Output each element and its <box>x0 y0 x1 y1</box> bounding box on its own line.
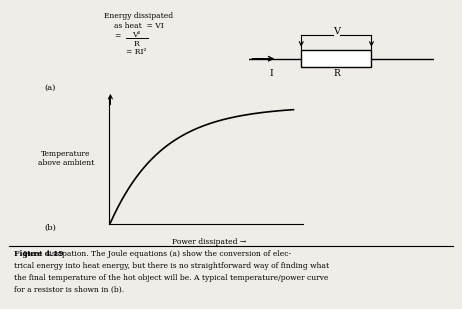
Text: =: = <box>115 32 121 40</box>
Text: Heat dissipation. The Joule equations (a) show the conversion of elec-: Heat dissipation. The Joule equations (a… <box>14 250 291 258</box>
Text: (a): (a) <box>44 83 55 91</box>
Text: as heat  = VI: as heat = VI <box>114 22 164 30</box>
Text: = RI²: = RI² <box>126 48 146 56</box>
Text: the final temperature of the hot object will be. A typical temperature/power cur: the final temperature of the hot object … <box>14 274 328 282</box>
Text: Temperature
above ambient: Temperature above ambient <box>38 150 94 167</box>
Text: Figure 4.19: Figure 4.19 <box>14 250 63 258</box>
Text: V²: V² <box>132 31 140 39</box>
Text: I: I <box>270 69 274 78</box>
Text: V: V <box>333 27 340 36</box>
Text: R: R <box>333 70 340 78</box>
Text: Power dissipated →: Power dissipated → <box>172 238 247 246</box>
Bar <box>301 50 371 67</box>
Text: for a resistor is shown in (b).: for a resistor is shown in (b). <box>14 286 124 294</box>
Text: (b): (b) <box>44 224 56 232</box>
Text: trical energy into heat energy, but there is no straightforward way of finding w: trical energy into heat energy, but ther… <box>14 262 329 270</box>
Text: R: R <box>134 40 139 48</box>
Text: Energy dissipated: Energy dissipated <box>104 12 173 20</box>
